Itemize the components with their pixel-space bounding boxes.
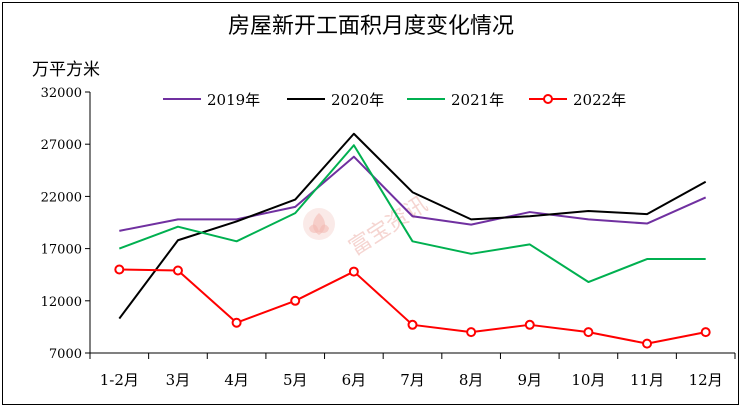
series-layer — [114, 132, 711, 349]
x-tick-label: 9月 — [517, 371, 542, 389]
y-tick-label: 17000 — [41, 243, 82, 258]
data-point — [407, 319, 418, 330]
y-tick-label: 32000 — [41, 86, 82, 101]
data-point — [524, 319, 535, 330]
legend-label: 2022年 — [573, 91, 626, 109]
data-point — [583, 327, 594, 338]
series-line-1 — [119, 155, 707, 232]
watermark: 富宝资讯 — [303, 192, 432, 261]
data-point — [700, 327, 711, 338]
x-tick-label: 8月 — [459, 371, 484, 389]
x-tick-label: 11月 — [630, 371, 664, 389]
x-tick-label: 10月 — [571, 371, 605, 389]
data-point — [290, 295, 301, 306]
series-line-3 — [118, 144, 706, 284]
legend-label: 2020年 — [331, 91, 384, 109]
x-tick-label: 7月 — [400, 371, 425, 389]
legend: 2019年 2020年 2021年 2022年 — [163, 91, 626, 109]
x-tick-label: 12月 — [689, 371, 723, 389]
axes: 7000 12000 17000 22000 27000 32000 1-2月 3月 4月 5月 6… — [41, 86, 736, 389]
x-tick-label: 1-2月 — [100, 371, 139, 389]
y-tick-label: 22000 — [41, 190, 82, 205]
series-line-2 — [118, 132, 707, 320]
x-tick-label: 6月 — [342, 371, 367, 389]
data-point — [348, 266, 359, 277]
x-tick-label: 4月 — [224, 371, 249, 389]
data-point — [466, 327, 477, 338]
y-axis-label: 万平方米 — [32, 60, 100, 80]
y-tick-label: 7000 — [49, 347, 82, 362]
data-point — [172, 265, 183, 276]
data-point — [231, 317, 242, 328]
x-tick-label: 5月 — [283, 371, 308, 389]
data-point — [114, 264, 125, 275]
y-tick-label: 12000 — [41, 295, 82, 310]
chart-title: 房屋新开工面积月度变化情况 — [228, 14, 514, 39]
x-tick-label: 3月 — [166, 371, 191, 389]
legend-label: 2019年 — [207, 91, 260, 109]
series-line-4 — [119, 268, 706, 345]
lotus-logo-icon — [303, 208, 335, 240]
legend-marker — [543, 94, 553, 104]
legend-label: 2021年 — [451, 91, 504, 109]
y-tick-label: 27000 — [41, 138, 82, 153]
data-point — [642, 338, 653, 349]
